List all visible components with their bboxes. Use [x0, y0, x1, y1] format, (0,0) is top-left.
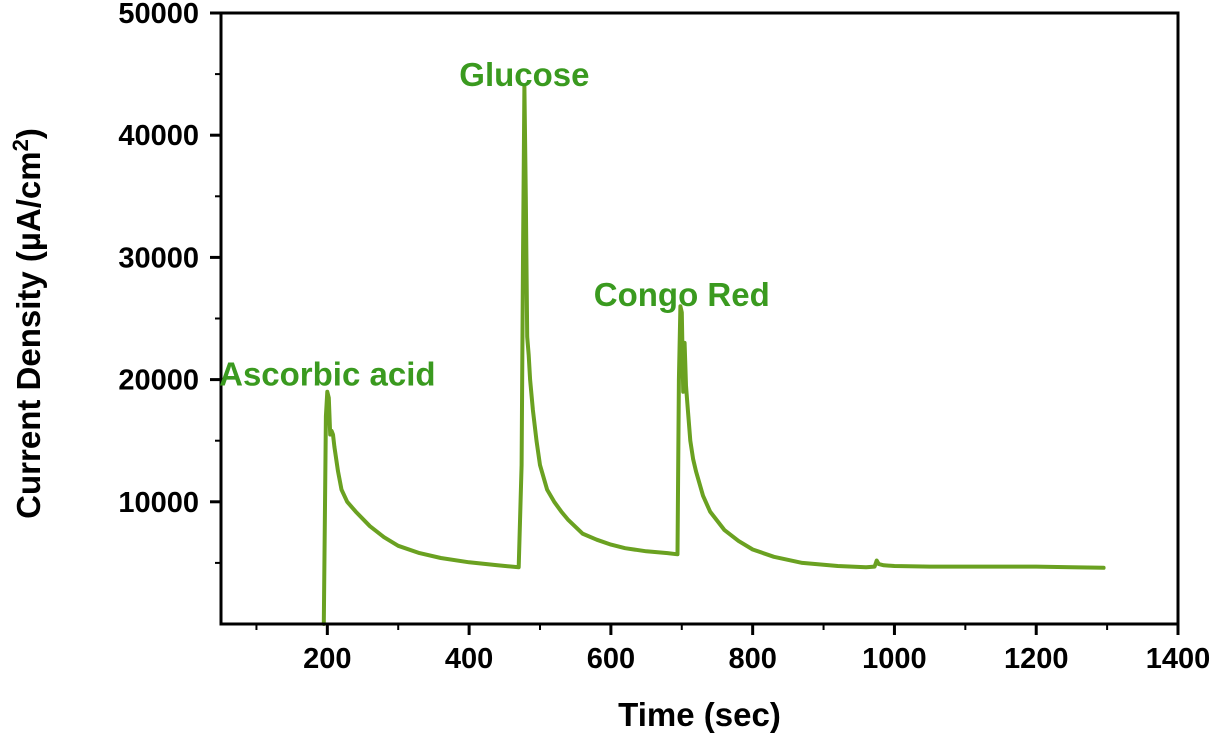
tick-labels: 200 400 600 800 1000 1200 1400 10000 20000 30000 4…	[118, 0, 1210, 675]
annotation-label: Ascorbic acid	[219, 355, 435, 392]
x-tick-label: 400	[445, 643, 493, 675]
y-axis-label-sup: 2	[8, 139, 33, 151]
x-tick-label: 1400	[1146, 643, 1211, 675]
plot-frame	[219, 11, 1180, 626]
axis-ticks	[210, 11, 1180, 635]
x-tick-label: 800	[728, 643, 776, 675]
y-tick-label: 40000	[118, 120, 199, 152]
x-tick-label: 1200	[1004, 643, 1069, 675]
y-tick-label: 10000	[118, 487, 199, 519]
x-tick-label: 600	[587, 643, 635, 675]
y-axis-label: Current Density (µA/cm2)	[8, 128, 47, 519]
plot-area	[321, 84, 1106, 626]
x-tick-label: 200	[303, 643, 351, 675]
x-axis-label: Time (sec)	[618, 696, 781, 733]
y-axis-label-main: Current Density (µA/cm	[10, 151, 47, 518]
x-tick-label: 1000	[862, 643, 927, 675]
series-line	[321, 84, 1106, 626]
annotation-label: Glucose	[459, 56, 589, 93]
y-tick-label: 20000	[118, 365, 199, 397]
annotation-label: Congo Red	[594, 276, 770, 313]
y-tick-label: 50000	[118, 0, 199, 30]
annotations: Ascorbic acid Glucose Congo Red	[219, 56, 770, 392]
y-tick-label: 30000	[118, 242, 199, 274]
y-axis-label-end: )	[10, 128, 47, 139]
